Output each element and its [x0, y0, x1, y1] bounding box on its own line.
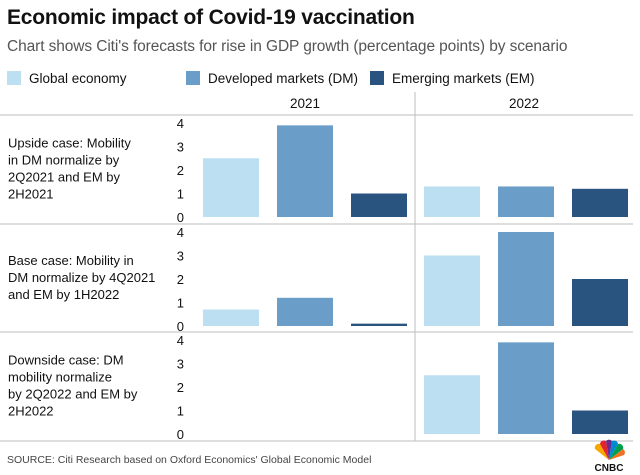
legend-swatch-em: [370, 71, 384, 85]
y-tick-label: 1: [177, 296, 184, 311]
column-header-2021: 2021: [290, 96, 320, 111]
panel-label-line: Base case: Mobility in: [8, 253, 134, 268]
panel-label-line: by 2Q2022 and EM by: [8, 387, 138, 402]
panel-label-line: 2H2022: [8, 404, 54, 419]
source-note: SOURCE: Citi Research based on Oxford Ec…: [7, 454, 372, 466]
panel-label-2: Downside case: DM mobility normalize by 2Q…: [8, 353, 138, 419]
bar-2021-0: [203, 309, 259, 326]
y-tick-label: 2: [177, 380, 184, 395]
legend-label-em: Emerging markets (EM): [392, 70, 535, 86]
panel-label-line: mobility normalize: [8, 370, 112, 385]
legend-item-global: Global economy: [7, 70, 127, 86]
panel-label-0: Upside case: Mobility in DM normalize by 2…: [8, 136, 131, 202]
bar-2022-1: [498, 232, 554, 326]
bar-2022-0: [424, 375, 480, 434]
bar-2022-2: [572, 410, 628, 434]
panel-label-1: Base case: Mobility in DM normalize by 4Q…: [8, 253, 155, 302]
bar-2022-0: [424, 186, 480, 217]
legend-swatch-global: [7, 71, 21, 85]
panel-label-line: Upside case: Mobility: [8, 136, 131, 151]
bar-2022-1: [498, 342, 554, 434]
panel-label-line: Downside case: DM: [8, 353, 124, 368]
bar-2021-0: [203, 158, 259, 217]
bar-2021-2: [351, 323, 407, 326]
bar-2022-0: [424, 255, 480, 326]
legend-item-em: Emerging markets (EM): [370, 70, 535, 86]
y-tick-label: 4: [177, 333, 184, 348]
y-tick-label: 0: [177, 427, 184, 442]
y-tick-label: 2: [177, 163, 184, 178]
legend-swatch-dm: [186, 71, 200, 85]
y-tick-label: 4: [177, 225, 184, 240]
bar-2022-2: [572, 279, 628, 326]
y-tick-label: 0: [177, 319, 184, 334]
panel-label-line: DM normalize by 4Q2021: [8, 270, 155, 285]
bar-2021-2: [351, 193, 407, 217]
bar-2021-1: [277, 125, 333, 217]
bar-2022-1: [498, 186, 554, 217]
y-tick-label: 2: [177, 272, 184, 287]
column-header-2022: 2022: [509, 96, 539, 111]
panel-label-line: 2H2021: [8, 187, 54, 202]
bar-2021-1: [277, 297, 333, 326]
panel-label-line: and EM by 1H2022: [8, 287, 119, 302]
y-tick-label: 1: [177, 404, 184, 419]
panel-label-line: 2Q2021 and EM by: [8, 170, 121, 185]
bar-2022-2: [572, 188, 628, 217]
y-tick-label: 3: [177, 140, 184, 155]
y-tick-label: 4: [177, 116, 184, 131]
panel-label-line: in DM normalize by: [8, 153, 120, 168]
cnbc-peacock-logo: CNBC: [595, 439, 625, 474]
chart-title: Economic impact of Covid-19 vaccination: [7, 6, 415, 29]
legend-item-dm: Developed markets (DM): [186, 70, 358, 86]
legend-label-global: Global economy: [29, 70, 127, 86]
brand-text: CNBC: [595, 463, 624, 474]
y-tick-label: 0: [177, 210, 184, 225]
chart-subtitle: Chart shows Citi's forecasts for rise in…: [7, 38, 568, 55]
y-tick-label: 3: [177, 249, 184, 264]
legend-label-dm: Developed markets (DM): [208, 70, 359, 86]
y-tick-label: 3: [177, 357, 184, 372]
y-tick-label: 1: [177, 187, 184, 202]
